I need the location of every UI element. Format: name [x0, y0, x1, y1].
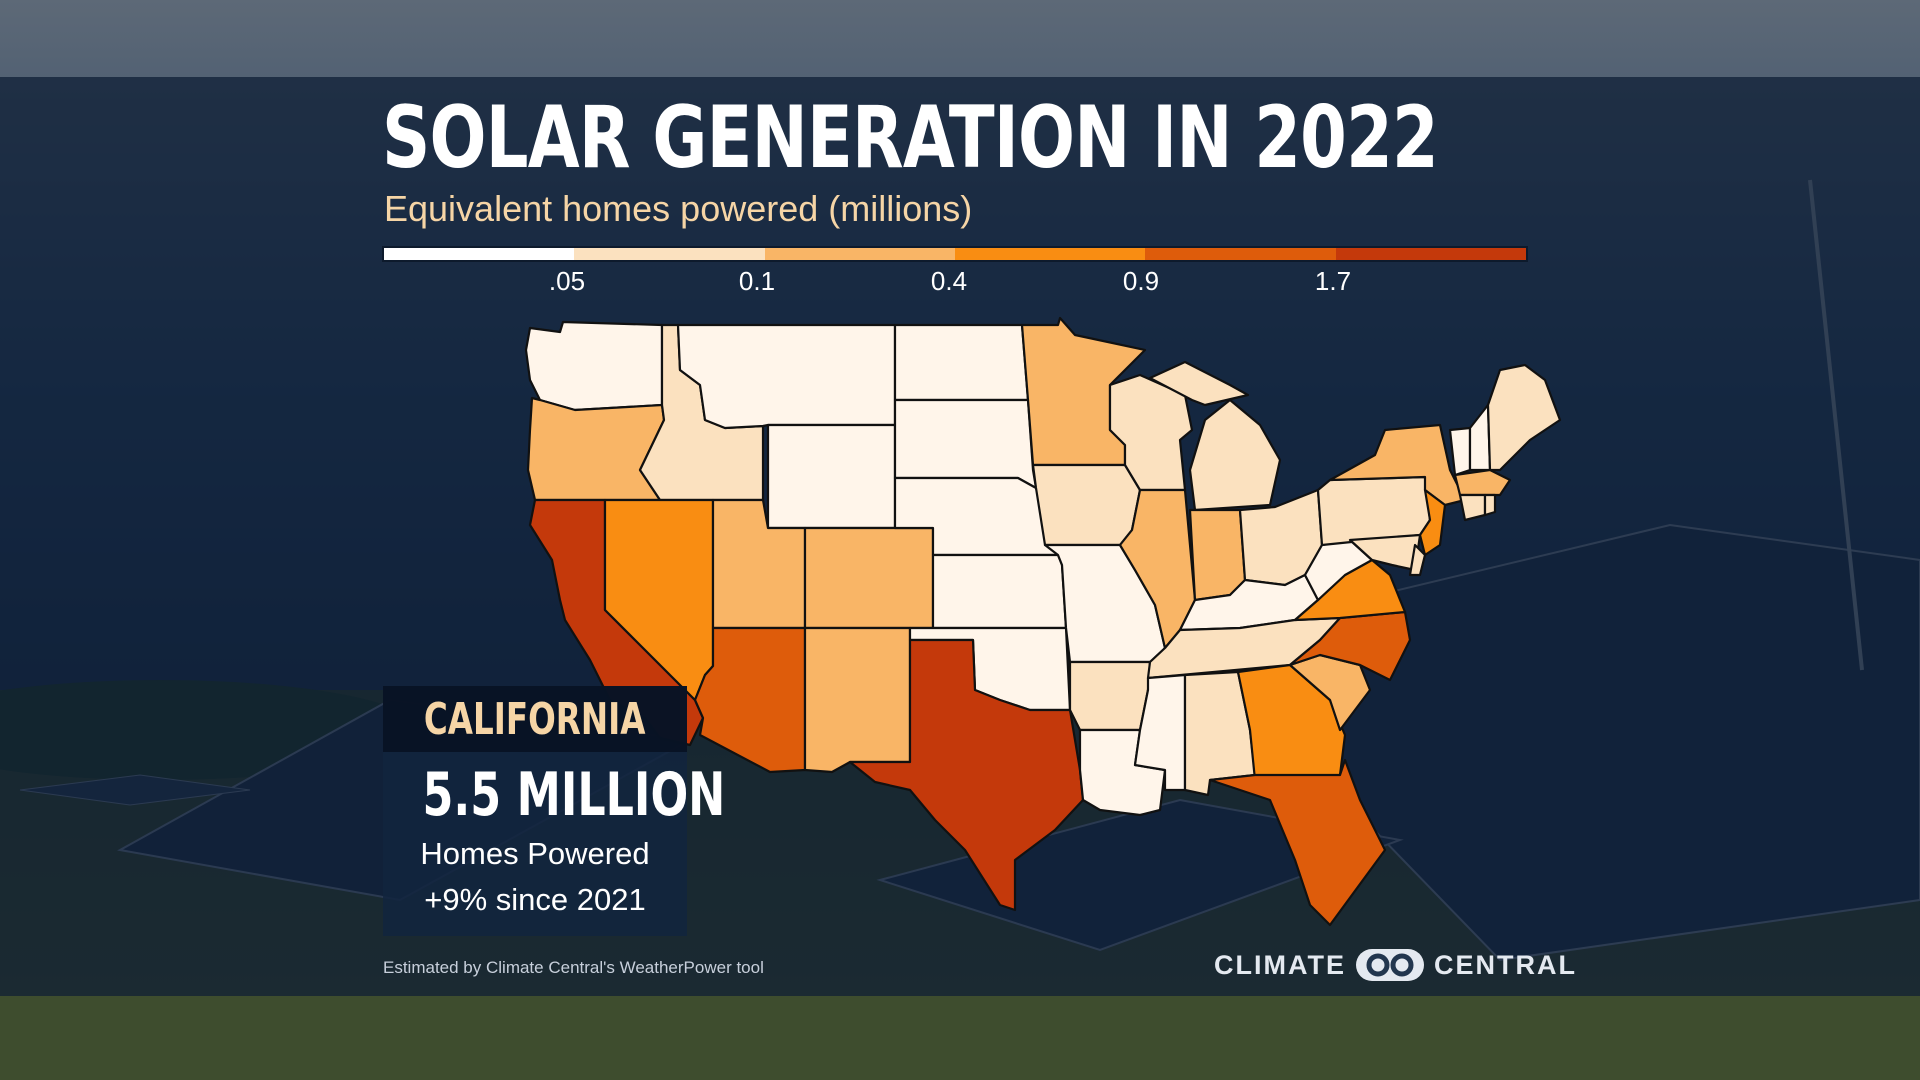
state-co[interactable]	[803, 526, 935, 630]
state-nm[interactable]	[803, 626, 912, 774]
state-ri[interactable]	[1483, 493, 1497, 517]
legend-tick: 0.9	[1122, 266, 1160, 296]
state-ct[interactable]	[1458, 493, 1487, 522]
legend-tick: 0.4	[930, 266, 968, 296]
source-note: Estimated by Climate Central's WeatherPo…	[383, 958, 764, 977]
callout-header: CALIFORNIA	[383, 686, 687, 752]
state-mt[interactable]	[676, 323, 897, 430]
state-ar[interactable]	[1068, 660, 1152, 732]
state-wy[interactable]	[766, 423, 897, 530]
state-mi[interactable]	[1188, 398, 1282, 512]
state-de[interactable]	[1408, 543, 1427, 577]
state-nd[interactable]	[893, 323, 1030, 402]
state-md[interactable]	[1348, 533, 1422, 572]
linked-rings-icon	[1355, 949, 1424, 981]
legend-subtitle: Equivalent homes powered (millions)	[384, 188, 973, 229]
legend-swatch	[1335, 248, 1526, 260]
state-ma[interactable]	[1453, 468, 1512, 497]
legend-swatch	[1145, 248, 1336, 260]
legend-tick: 0.1	[738, 266, 776, 296]
legend-tick: .05	[548, 266, 586, 296]
callout-change: +9% since 2021	[424, 882, 646, 917]
climate-central-logo: CLIMATE CENTRAL	[1214, 940, 1577, 990]
state-sd[interactable]	[893, 398, 1038, 490]
state-me[interactable]	[1486, 363, 1562, 472]
state-fl[interactable]	[1208, 758, 1387, 927]
state-in[interactable]	[1188, 508, 1247, 602]
state-nc[interactable]	[1288, 610, 1412, 682]
state-tx[interactable]	[848, 638, 1085, 912]
callout-value: 5.5 MILLION	[422, 760, 726, 830]
california-callout: CALIFORNIA 5.5 MILLION Homes Powered +9%…	[383, 686, 726, 936]
callout-homes-powered: Homes Powered	[420, 836, 650, 871]
state-vt[interactable]	[1448, 426, 1472, 477]
legend-tick: 1.7	[1314, 266, 1352, 296]
state-ks[interactable]	[931, 553, 1068, 630]
state-wa[interactable]	[524, 320, 664, 412]
callout-state-name: CALIFORNIA	[424, 693, 646, 745]
legend-swatch	[384, 248, 575, 260]
legend-swatch	[574, 248, 765, 260]
map-title: SOLAR GENERATION IN 2022	[382, 88, 1439, 188]
color-legend-bar	[382, 246, 1528, 262]
state-ia[interactable]	[1031, 463, 1142, 547]
legend-tick-labels: .05 0.1 0.4 0.9 1.7	[0, 266, 1920, 306]
legend-swatch	[954, 248, 1146, 260]
brand-word-right: CENTRAL	[1433, 949, 1577, 980]
state-nh[interactable]	[1468, 403, 1492, 472]
brand-word-left: CLIMATE	[1214, 949, 1346, 980]
legend-swatch	[764, 248, 955, 260]
state-mi-upper[interactable]	[1148, 360, 1250, 407]
state-or[interactable]	[526, 396, 666, 502]
